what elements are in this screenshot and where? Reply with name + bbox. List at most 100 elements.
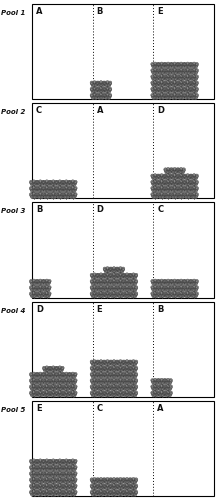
Circle shape [45, 471, 49, 474]
Circle shape [151, 280, 155, 284]
Circle shape [97, 287, 100, 290]
Circle shape [41, 280, 44, 284]
Circle shape [37, 388, 40, 391]
Circle shape [156, 194, 159, 197]
Circle shape [40, 462, 44, 466]
Circle shape [47, 466, 51, 470]
Circle shape [190, 293, 194, 296]
Circle shape [155, 288, 158, 292]
Circle shape [128, 292, 131, 295]
Circle shape [168, 394, 171, 397]
Circle shape [186, 84, 189, 86]
Circle shape [173, 64, 176, 68]
Circle shape [123, 273, 126, 276]
Circle shape [125, 362, 129, 366]
Circle shape [128, 484, 131, 488]
Circle shape [97, 366, 100, 370]
Circle shape [172, 196, 175, 198]
Circle shape [29, 286, 33, 289]
Circle shape [164, 380, 168, 383]
Circle shape [182, 194, 185, 197]
Circle shape [153, 80, 157, 84]
Circle shape [41, 479, 44, 482]
Circle shape [69, 380, 72, 383]
Circle shape [119, 282, 122, 285]
Circle shape [41, 194, 44, 197]
Circle shape [98, 388, 101, 391]
Circle shape [172, 96, 175, 100]
Circle shape [102, 81, 105, 84]
Circle shape [153, 71, 157, 74]
Circle shape [173, 90, 176, 93]
Circle shape [48, 186, 51, 190]
Circle shape [168, 282, 171, 286]
Circle shape [54, 385, 58, 388]
Circle shape [169, 380, 172, 383]
Circle shape [166, 87, 170, 90]
Circle shape [195, 82, 198, 86]
Circle shape [160, 294, 163, 298]
Circle shape [117, 394, 121, 397]
Circle shape [195, 68, 199, 72]
Circle shape [112, 266, 116, 270]
Circle shape [175, 189, 178, 192]
Circle shape [36, 490, 39, 494]
Circle shape [166, 188, 170, 192]
Circle shape [69, 466, 72, 470]
Circle shape [36, 194, 40, 197]
Circle shape [121, 385, 125, 388]
Circle shape [41, 182, 44, 185]
Circle shape [45, 492, 49, 496]
Circle shape [117, 388, 121, 391]
Circle shape [41, 286, 45, 289]
Circle shape [34, 394, 37, 397]
Circle shape [108, 293, 111, 296]
Circle shape [44, 462, 47, 466]
Circle shape [91, 375, 95, 378]
Circle shape [73, 388, 76, 391]
Circle shape [158, 70, 161, 73]
Circle shape [158, 386, 161, 390]
Circle shape [169, 62, 173, 66]
Circle shape [182, 280, 185, 284]
Circle shape [31, 183, 34, 186]
Circle shape [39, 394, 42, 396]
Circle shape [65, 480, 68, 484]
Circle shape [93, 381, 96, 384]
Circle shape [179, 84, 183, 86]
Circle shape [186, 192, 189, 196]
Circle shape [158, 282, 162, 286]
Circle shape [164, 182, 168, 185]
Circle shape [182, 94, 186, 97]
Circle shape [157, 385, 161, 388]
Circle shape [115, 385, 118, 388]
Circle shape [166, 71, 170, 74]
Circle shape [134, 280, 138, 283]
Circle shape [124, 282, 127, 286]
Circle shape [74, 180, 77, 184]
Circle shape [119, 394, 122, 396]
Circle shape [35, 180, 38, 184]
Circle shape [91, 380, 94, 383]
Circle shape [127, 369, 130, 372]
Bar [32, 103, 214, 198]
Circle shape [68, 472, 72, 475]
Circle shape [165, 388, 168, 391]
Circle shape [95, 81, 99, 84]
Circle shape [162, 386, 166, 390]
Circle shape [94, 84, 98, 87]
Circle shape [164, 385, 167, 388]
Circle shape [37, 294, 40, 298]
Circle shape [195, 182, 198, 185]
Circle shape [116, 492, 120, 495]
Circle shape [116, 287, 120, 290]
Circle shape [35, 484, 38, 488]
Circle shape [44, 183, 47, 186]
Circle shape [134, 392, 137, 396]
Circle shape [179, 176, 183, 180]
Circle shape [116, 380, 120, 383]
Circle shape [95, 94, 98, 98]
Circle shape [58, 366, 62, 369]
Circle shape [69, 460, 72, 464]
Circle shape [58, 459, 62, 462]
